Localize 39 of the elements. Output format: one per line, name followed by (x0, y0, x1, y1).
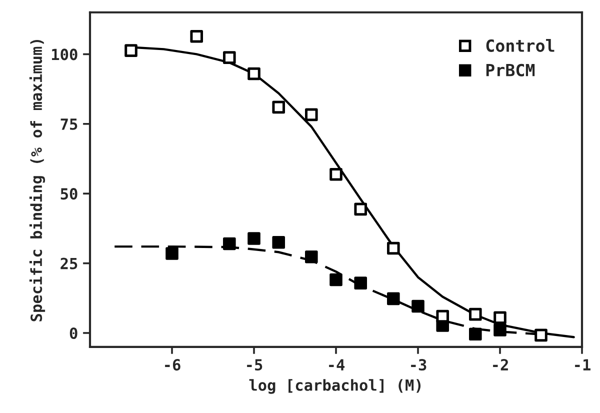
point (469, 328, 482, 340)
x-axis-title: log [carbachol] (M) (249, 379, 421, 394)
point (248, 67, 260, 80)
point (494, 311, 506, 324)
x-tick-label: -1 (575, 359, 590, 370)
point (223, 237, 236, 250)
point (272, 100, 285, 114)
point (248, 232, 260, 245)
point (124, 44, 138, 57)
point (190, 30, 203, 43)
point (534, 328, 548, 342)
point (166, 247, 178, 260)
y-tick-label: 25 (60, 258, 78, 270)
legend-label: Control (486, 39, 554, 52)
y-tick-label: 0 (70, 327, 78, 340)
x-tick-label: -4 (329, 359, 345, 370)
point (305, 250, 318, 264)
point (387, 292, 400, 306)
y-tick-label: 75 (60, 118, 78, 130)
y-axis-title: Specific binding (% of maximum) (29, 40, 46, 322)
point (494, 324, 506, 336)
y-tick-label: 50 (60, 188, 78, 200)
x-tick-label: -3 (411, 358, 426, 371)
y-tick-label: 100 (52, 48, 78, 60)
point (223, 51, 236, 64)
point (272, 236, 285, 249)
point (305, 108, 318, 122)
point (354, 202, 367, 216)
point (412, 300, 424, 313)
point (330, 273, 342, 286)
point (436, 310, 449, 323)
point (387, 242, 400, 255)
x-tick-label: -2 (493, 358, 508, 370)
point (354, 276, 367, 290)
point (330, 168, 342, 181)
legend-label: PrBCM (486, 64, 535, 76)
point (469, 308, 482, 321)
x-tick-label: -5 (247, 359, 262, 371)
x-tick-label: -6 (165, 359, 180, 371)
